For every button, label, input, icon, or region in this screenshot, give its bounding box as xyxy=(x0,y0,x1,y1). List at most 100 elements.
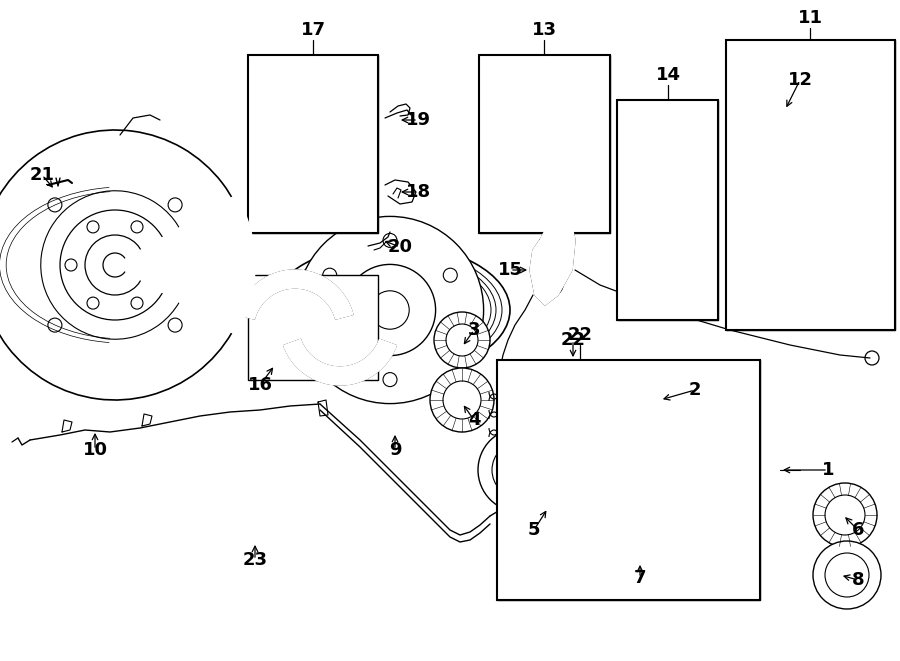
Bar xyxy=(248,275,378,380)
Circle shape xyxy=(446,324,478,356)
FancyBboxPatch shape xyxy=(626,116,652,138)
Text: 15: 15 xyxy=(498,261,523,279)
Text: 22: 22 xyxy=(568,326,592,344)
Text: 21: 21 xyxy=(30,166,55,184)
Circle shape xyxy=(571,111,589,129)
Text: 10: 10 xyxy=(83,441,107,459)
Circle shape xyxy=(87,297,99,309)
Circle shape xyxy=(612,534,668,590)
Text: 18: 18 xyxy=(405,183,430,201)
Circle shape xyxy=(383,233,397,247)
Circle shape xyxy=(443,381,481,419)
Circle shape xyxy=(543,275,563,295)
Circle shape xyxy=(566,161,584,179)
Circle shape xyxy=(548,123,562,137)
Bar xyxy=(617,100,718,320)
Text: 4: 4 xyxy=(468,411,481,429)
Bar xyxy=(248,55,378,233)
Circle shape xyxy=(813,483,877,547)
Circle shape xyxy=(865,351,879,365)
Circle shape xyxy=(793,98,837,142)
Circle shape xyxy=(780,155,850,225)
Circle shape xyxy=(813,541,881,609)
Circle shape xyxy=(168,198,182,212)
Text: 8: 8 xyxy=(851,571,864,589)
Text: 17: 17 xyxy=(301,21,326,39)
FancyBboxPatch shape xyxy=(666,276,692,298)
Circle shape xyxy=(48,318,62,332)
Circle shape xyxy=(488,93,502,107)
Circle shape xyxy=(430,368,494,432)
Circle shape xyxy=(825,495,865,535)
Bar xyxy=(497,360,760,600)
Circle shape xyxy=(780,85,850,155)
Circle shape xyxy=(65,259,77,271)
Circle shape xyxy=(584,149,596,161)
Circle shape xyxy=(610,450,670,510)
Bar xyxy=(726,40,895,330)
Circle shape xyxy=(345,264,436,356)
Bar xyxy=(479,55,610,233)
Circle shape xyxy=(434,312,490,368)
Circle shape xyxy=(153,259,165,271)
Text: 3: 3 xyxy=(468,321,481,339)
Circle shape xyxy=(323,268,337,282)
Circle shape xyxy=(622,544,658,580)
Circle shape xyxy=(323,338,337,352)
Circle shape xyxy=(296,216,483,404)
Circle shape xyxy=(131,221,143,233)
Text: 23: 23 xyxy=(242,551,267,569)
Circle shape xyxy=(793,238,837,282)
Bar xyxy=(617,100,718,320)
Text: 1: 1 xyxy=(822,461,834,479)
Text: 7: 7 xyxy=(634,569,646,587)
Circle shape xyxy=(60,210,170,320)
FancyBboxPatch shape xyxy=(666,110,692,132)
Wedge shape xyxy=(115,195,255,335)
Circle shape xyxy=(87,221,99,233)
Circle shape xyxy=(168,318,182,332)
Circle shape xyxy=(48,198,62,212)
Circle shape xyxy=(790,65,810,85)
Circle shape xyxy=(780,225,850,295)
Circle shape xyxy=(793,168,837,212)
Text: 6: 6 xyxy=(851,521,864,539)
Text: 19: 19 xyxy=(406,111,430,129)
Text: 12: 12 xyxy=(788,71,813,89)
Text: 5: 5 xyxy=(527,521,540,539)
Polygon shape xyxy=(237,270,353,319)
Bar xyxy=(479,55,610,233)
Text: 9: 9 xyxy=(389,441,401,459)
FancyBboxPatch shape xyxy=(627,137,661,273)
Text: 11: 11 xyxy=(797,9,823,27)
Circle shape xyxy=(492,442,548,498)
Circle shape xyxy=(444,338,457,352)
Circle shape xyxy=(498,143,512,157)
Bar xyxy=(726,40,895,330)
Circle shape xyxy=(103,253,127,277)
Polygon shape xyxy=(745,55,895,325)
Circle shape xyxy=(131,297,143,309)
Circle shape xyxy=(85,235,145,295)
Circle shape xyxy=(533,78,547,92)
Circle shape xyxy=(371,291,410,329)
Text: 13: 13 xyxy=(532,21,556,39)
FancyBboxPatch shape xyxy=(626,270,652,292)
Circle shape xyxy=(585,425,695,535)
Circle shape xyxy=(444,268,457,282)
Bar xyxy=(248,55,378,233)
Circle shape xyxy=(383,373,397,387)
Text: 14: 14 xyxy=(655,66,680,84)
Polygon shape xyxy=(530,215,575,305)
Text: 22: 22 xyxy=(561,331,586,349)
Circle shape xyxy=(543,232,563,252)
Circle shape xyxy=(825,553,869,597)
Circle shape xyxy=(555,395,725,565)
FancyBboxPatch shape xyxy=(667,137,701,273)
Text: 16: 16 xyxy=(248,376,273,394)
Text: 2: 2 xyxy=(688,381,701,399)
Bar xyxy=(497,360,760,600)
Polygon shape xyxy=(284,339,396,385)
Circle shape xyxy=(478,428,562,512)
Circle shape xyxy=(758,75,778,95)
